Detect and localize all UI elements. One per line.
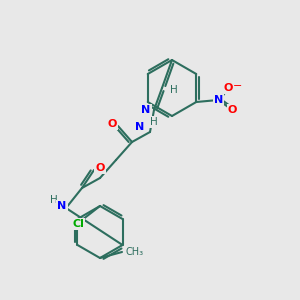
Text: H: H bbox=[150, 117, 158, 127]
Text: N: N bbox=[214, 95, 223, 105]
Text: CH₃: CH₃ bbox=[126, 247, 144, 257]
Text: N: N bbox=[57, 201, 67, 211]
Text: O: O bbox=[228, 105, 237, 115]
Text: O: O bbox=[224, 83, 233, 93]
Text: Cl: Cl bbox=[72, 219, 84, 229]
Text: N: N bbox=[135, 122, 145, 132]
Text: H: H bbox=[50, 195, 58, 205]
Text: N: N bbox=[141, 105, 151, 115]
Text: O: O bbox=[95, 163, 105, 173]
Text: O: O bbox=[107, 119, 117, 129]
Text: −: − bbox=[232, 81, 242, 91]
Text: H: H bbox=[170, 85, 178, 95]
